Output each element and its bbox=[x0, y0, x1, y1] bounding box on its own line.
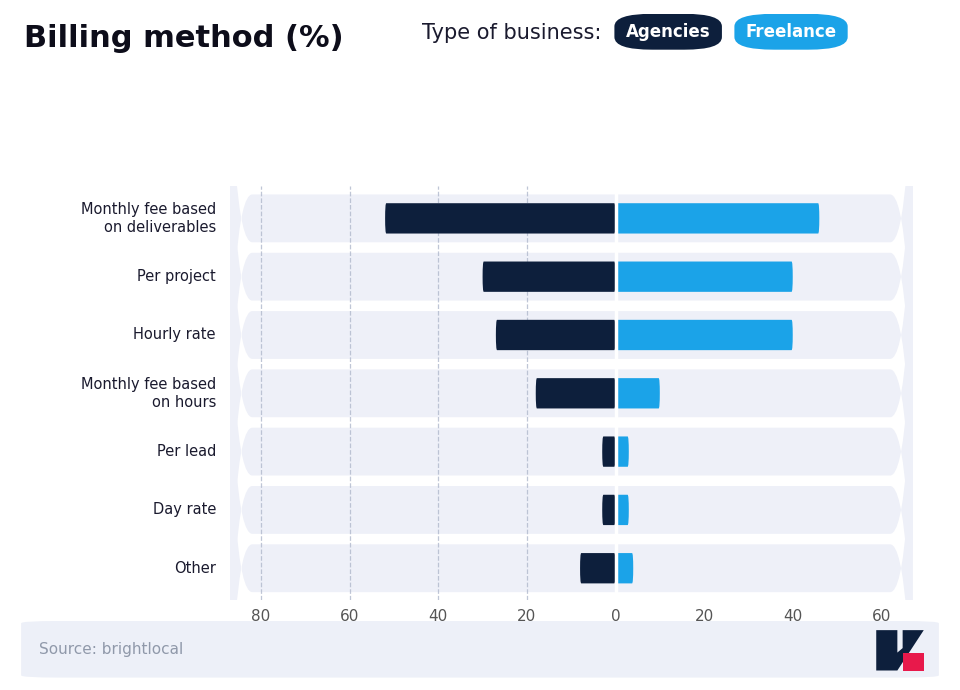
FancyBboxPatch shape bbox=[615, 204, 819, 233]
FancyBboxPatch shape bbox=[580, 553, 615, 583]
FancyBboxPatch shape bbox=[614, 14, 722, 50]
Text: Per lead: Per lead bbox=[156, 444, 216, 459]
Text: Monthly fee based
on deliverables: Monthly fee based on deliverables bbox=[81, 201, 216, 235]
Text: Monthly fee based
on hours: Monthly fee based on hours bbox=[81, 377, 216, 410]
Text: Agencies: Agencies bbox=[626, 23, 710, 41]
Polygon shape bbox=[902, 653, 924, 671]
FancyBboxPatch shape bbox=[602, 495, 615, 525]
FancyBboxPatch shape bbox=[230, 68, 912, 602]
Text: Per project: Per project bbox=[137, 269, 216, 284]
Text: Type of business:: Type of business: bbox=[422, 23, 602, 43]
FancyBboxPatch shape bbox=[230, 242, 912, 690]
FancyBboxPatch shape bbox=[230, 9, 912, 544]
FancyBboxPatch shape bbox=[734, 14, 848, 50]
Text: Billing method (%): Billing method (%) bbox=[24, 24, 344, 53]
FancyBboxPatch shape bbox=[230, 184, 912, 690]
Polygon shape bbox=[876, 630, 924, 671]
FancyBboxPatch shape bbox=[615, 495, 629, 525]
Text: Hourly rate: Hourly rate bbox=[133, 328, 216, 342]
FancyBboxPatch shape bbox=[536, 378, 615, 408]
FancyBboxPatch shape bbox=[385, 204, 615, 233]
FancyBboxPatch shape bbox=[483, 262, 615, 292]
FancyBboxPatch shape bbox=[230, 301, 912, 690]
FancyBboxPatch shape bbox=[230, 126, 912, 661]
Text: Source: brightlocal: Source: brightlocal bbox=[39, 642, 183, 657]
FancyBboxPatch shape bbox=[615, 437, 629, 466]
Text: Day rate: Day rate bbox=[153, 502, 216, 518]
FancyBboxPatch shape bbox=[21, 621, 939, 678]
FancyBboxPatch shape bbox=[602, 437, 615, 466]
FancyBboxPatch shape bbox=[615, 262, 793, 292]
FancyBboxPatch shape bbox=[615, 320, 793, 350]
Text: Freelance: Freelance bbox=[746, 23, 836, 41]
Text: Other: Other bbox=[174, 561, 216, 575]
FancyBboxPatch shape bbox=[496, 320, 615, 350]
FancyBboxPatch shape bbox=[615, 553, 634, 583]
FancyBboxPatch shape bbox=[230, 0, 912, 486]
FancyBboxPatch shape bbox=[615, 378, 660, 408]
